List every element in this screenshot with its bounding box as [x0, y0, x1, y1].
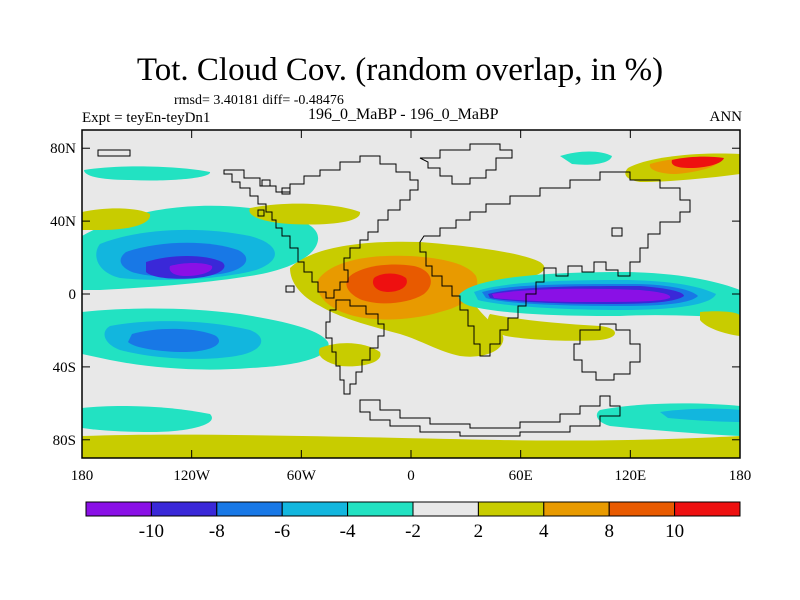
lon-label: 0: [407, 468, 415, 484]
contour-south-blue-core: [128, 328, 220, 352]
colorbar-swatch: [150, 501, 218, 517]
outline-antarctica: [359, 395, 621, 437]
comparison-label: 196_0_MaBP - 196_0_MaBP: [308, 106, 499, 123]
contour-npac-violet: [169, 263, 213, 276]
contour-antarctic-yellow: [82, 434, 740, 458]
contour-ind-violet: [492, 288, 671, 302]
continent-outlines: [97, 143, 691, 437]
contour-so-teal-west: [82, 406, 212, 432]
contour-africa-red-core: [372, 273, 407, 292]
colorbar-swatch: [216, 501, 283, 517]
colorbar-swatch: [674, 501, 741, 517]
lat-label: 0: [69, 287, 77, 303]
outline-north-america: [223, 155, 419, 299]
lat-label: 40S: [53, 360, 76, 376]
map-title: Tot. Cloud Cov. (random overlap, in %): [136, 52, 664, 88]
season-label: ANN: [709, 109, 743, 125]
colorbar-swatch: [543, 501, 610, 517]
colorbar-label: -4: [340, 521, 356, 542]
lon-label: 120W: [173, 468, 211, 484]
contour-arctic-teal: [84, 166, 211, 181]
colorbar-label: 10: [665, 521, 684, 542]
colorbar-swatch: [477, 501, 545, 517]
colorbar-swatch: [85, 501, 152, 517]
lat-label: 80N: [50, 141, 76, 157]
outline-arctic-islands: [97, 149, 623, 293]
contour-east-yellow: [700, 311, 740, 336]
colorbar-swatch: [281, 501, 349, 517]
outline-eurasia-africa: [419, 171, 691, 357]
outline-greenland: [419, 143, 513, 185]
outline-south-america: [325, 299, 385, 395]
contour-sepac-yellow: [318, 343, 381, 367]
rmsd-diff-stats: rmsd= 3.40181 diff= -0.48476: [174, 93, 344, 108]
contour-arctic-teal-2: [560, 151, 612, 165]
colorbar-label: -10: [139, 521, 164, 542]
lat-label: 80S: [53, 433, 76, 449]
colorbar-label: -6: [274, 521, 290, 542]
contour-so-cyan-east: [660, 408, 740, 422]
lon-label: 60W: [287, 468, 317, 484]
lon-label: 120E: [614, 468, 646, 484]
latitude-ticks: 80N 40N 0 40S 80S: [50, 141, 740, 449]
lon-label: 180: [71, 468, 94, 484]
contour-ind-yellow-south: [487, 314, 615, 341]
colorbar-label: -2: [405, 521, 421, 542]
contour-north-yellow-west: [82, 208, 151, 230]
lon-label: 60E: [509, 468, 533, 484]
colorbar-label: 2: [474, 521, 484, 542]
outline-australia: [573, 323, 641, 381]
contour-north-yellow-central: [249, 203, 361, 225]
colorbar-label: 8: [604, 521, 614, 542]
experiment-label: Expt = teyEn-teyDn1: [82, 110, 211, 126]
colorbar-label: 4: [539, 521, 549, 542]
colorbar-swatch: [412, 501, 479, 517]
colorbar: -10 -8 -6 -4 -2 2 4 8 10: [85, 501, 741, 542]
longitude-ticks: 180 120W 60W 0 60E 120E 180: [71, 130, 752, 484]
contour-field: [82, 130, 740, 458]
colorbar-swatch: [608, 501, 676, 517]
contour-arctic-red: [671, 156, 724, 168]
colorbar-swatch: [347, 501, 414, 517]
colorbar-label: -8: [209, 521, 225, 542]
lon-label: 180: [729, 468, 752, 484]
lat-label: 40N: [50, 214, 76, 230]
